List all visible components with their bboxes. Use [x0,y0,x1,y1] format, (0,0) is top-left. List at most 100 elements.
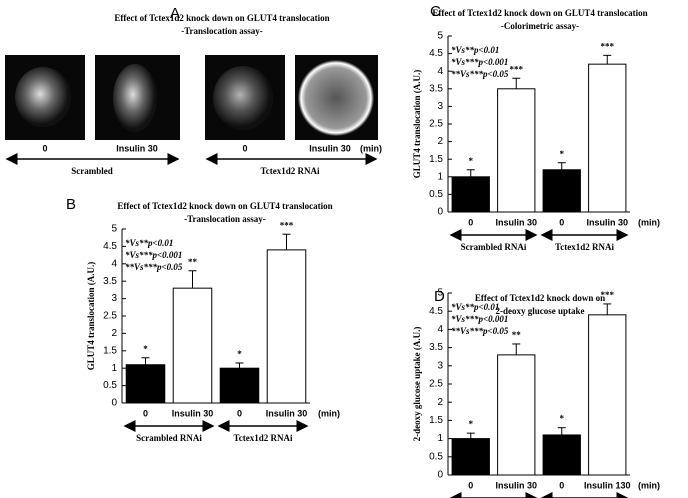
group-label: Scrambled RNAi [461,242,527,252]
bar [588,314,627,476]
y-tick-label: 4 [437,324,443,335]
note: *Vs***p<0.001 [125,250,182,260]
y-axis-label: 2-deoxy glucose uptake (A.U.) [412,327,422,442]
bar-label: * [469,419,474,429]
panel-letter: D [434,288,445,305]
x-tick-label: Insulin 30 [495,480,537,490]
y-tick-label: 0.5 [103,380,117,391]
y-tick-label: 4.5 [429,48,443,59]
x-tick-label: Insulin 30 [266,408,308,418]
chart-panel: D Effect of Tctex1d2 knock down on 2-deoxy… [412,288,660,498]
y-tick-label: 2 [111,328,117,339]
panel-subtitle: -Translocation assay- [181,26,263,36]
x-tick-label: Insulin 130 [584,480,631,490]
unit-label: (min) [318,408,340,418]
x-tick-label: 0 [559,217,564,227]
x-tick-label: 0 [468,480,473,490]
y-tick-label: 4.5 [429,306,443,317]
y-tick-label: 1.5 [103,345,117,356]
y-tick-label: 4.5 [103,241,117,252]
unit-label: (min) [638,480,660,490]
y-tick-label: 3 [111,293,117,304]
y-tick-label: 5 [111,224,117,235]
y-tick-label: 3 [437,101,443,112]
cell [213,66,273,130]
unit-label: (min) [360,143,382,153]
unit-label: (min) [638,217,660,227]
chart-subtitle: 2-deoxy glucose uptake [495,306,584,316]
y-tick-label: 4 [111,258,117,269]
bar-label: * [560,414,565,424]
bar [451,438,490,476]
group-label: Tctex1d2 RNAi [234,433,293,443]
group-label: Tctex1d2 RNAi [261,166,320,176]
y-tick-label: 1 [437,433,443,444]
y-tick-label: 0.5 [429,451,443,462]
panel-title: Effect of Tctex1d2 knock down on GLUT4 t… [114,13,329,23]
y-tick-label: 4 [437,66,443,77]
y-tick-label: 3.5 [429,342,443,353]
image-label: 0 [242,143,247,153]
y-tick-label: 0.5 [429,189,443,200]
panel-a: A Effect of Tctex1d2 knock down on GLUT4… [5,5,382,176]
bar [588,63,627,213]
panel-letter: A [170,5,180,22]
cell [15,67,71,127]
bar-label: *** [601,290,615,300]
note: *Vs**p<0.01 [451,302,499,312]
x-tick-label: Insulin 30 [495,217,537,227]
panel-letter: B [66,196,76,213]
bar-label: * [469,156,474,166]
group-label: Tctex1d2 RNAi [555,242,614,252]
y-tick-label: 2 [437,136,443,147]
bar-label: * [560,149,565,159]
y-tick-label: 5 [437,288,443,299]
bar-label: * [237,349,242,359]
chart-subtitle: -Colorimetric assay- [501,21,579,31]
y-tick-label: 2.5 [103,311,117,322]
y-tick-label: 2.5 [429,379,443,390]
y-axis-label: GLUT4 translocation (A.U.) [412,70,422,179]
bar-label: ** [512,330,522,340]
bar [125,364,166,404]
chart-title: Effect of Tctex1d2 knock down on GLUT4 t… [432,8,647,18]
chart-subtitle: -Translocation assay- [184,214,266,224]
bar-label: *** [510,64,524,74]
bar [497,354,536,476]
chart-title: Effect of Tctex1d2 knock down on [475,293,605,303]
group-label: Scrambled [71,166,113,176]
bar-label: * [143,344,148,354]
bar [542,169,581,213]
y-tick-label: 0 [437,470,443,481]
y-tick-label: 3.5 [103,276,117,287]
bar [266,249,307,404]
x-tick-label: 0 [468,217,473,227]
x-tick-label: 0 [559,480,564,490]
y-tick-label: 1.5 [429,415,443,426]
note: *Vs**p<0.01 [125,238,173,248]
bar [542,434,581,476]
cell [113,64,157,132]
y-tick-label: 0 [437,207,443,218]
x-tick-label: Insulin 30 [172,408,214,418]
cell [298,60,374,136]
x-tick-label: 0 [143,408,148,418]
y-tick-label: 1.5 [429,154,443,165]
note: *Vs***p<0.001 [451,314,508,324]
y-tick-label: 2 [437,397,443,408]
image-label: Insulin 30 [309,143,351,153]
note: *Vs**p<0.01 [451,45,499,55]
y-tick-label: 1 [437,171,443,182]
y-tick-label: 0 [111,398,117,409]
bar [497,88,536,213]
x-tick-label: 0 [237,408,242,418]
chart-panel: B Effect of Tctex1d2 knock down on GLUT4 … [66,196,340,443]
y-tick-label: 1 [111,363,117,374]
note: **Vs***p<0.05 [451,69,509,79]
bar-label: ** [188,257,198,267]
bar [219,367,260,404]
y-tick-label: 5 [437,31,443,42]
bar [451,176,490,213]
